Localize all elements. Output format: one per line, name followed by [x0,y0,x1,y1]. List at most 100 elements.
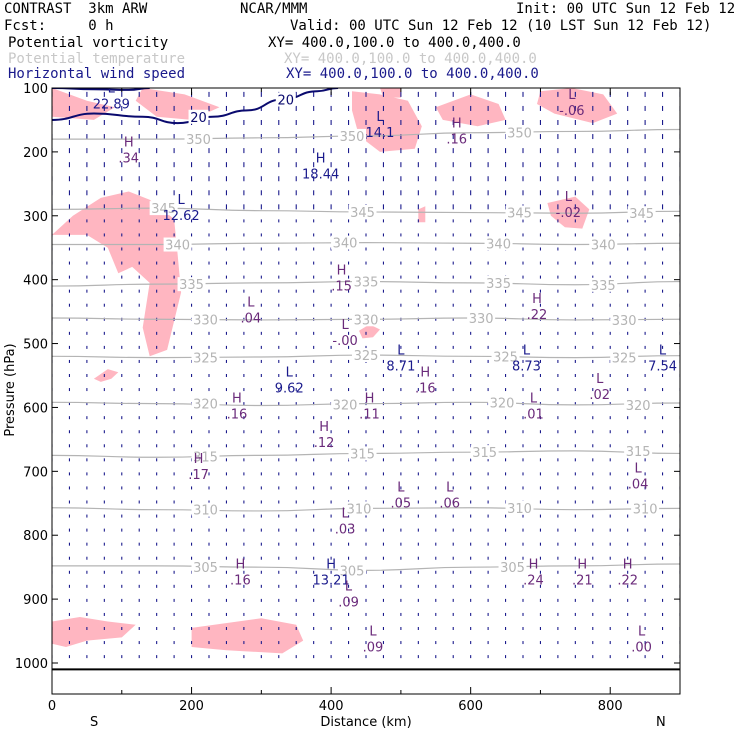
extremum-value: .03 [335,522,356,537]
pv-region-12 [191,618,304,654]
extremum-letter: L [659,343,667,358]
wind-label-bg [188,109,209,124]
extremum-value: -.02 [556,206,581,221]
extremum-letter: H [236,557,246,572]
theta-label-330: 330 [193,313,218,328]
extremum-value: .02 [589,388,610,403]
extremum-value: .34 [118,152,139,167]
end-label-left: S [90,715,98,730]
theta-label-bg [177,277,206,292]
theta-label-345: 345 [151,202,176,217]
extremum-value: .16 [230,573,251,588]
extremum-value: .22 [617,573,638,588]
extremum-value: .00 [631,640,652,655]
extremum-letter: L [568,88,576,103]
theta-label-330: 330 [354,313,379,328]
extremum-value: .16 [227,407,248,422]
theta-label-325: 325 [193,352,218,367]
extremum-letter: L [565,190,573,205]
theta-label-335: 335 [486,277,511,292]
theta-label-bg [505,205,534,220]
theta-label-bg [191,502,220,517]
extremum-letter: L [635,462,643,477]
extremum-value: -.00 [332,334,357,349]
x-tick-label: 800 [598,699,623,714]
extremum-value: .04 [241,311,262,326]
extremum-letter: H [319,420,329,435]
extremum-letter: L [345,580,353,595]
extremum-value: .16 [446,133,467,148]
theta-label-bg [484,236,513,251]
theta-label-bg [505,500,534,515]
theta-label-305: 305 [340,564,365,579]
extremum-letter: H [420,366,430,381]
y-tick-label: 900 [23,593,48,608]
theta-label-310: 310 [193,504,218,519]
extremum-value: .24 [523,573,544,588]
y-tick-label: 600 [23,401,48,416]
theta-label-325: 325 [354,349,379,364]
pv-region-2 [352,91,422,152]
theta-label-310: 310 [507,502,532,517]
theta-label-315: 315 [472,446,497,461]
theta-label-bg [627,206,656,221]
init-time: Init: 00 UTC Sun 12 Feb 12 [516,1,736,17]
theta-label-350: 350 [340,130,365,145]
pv-region-6 [52,191,182,357]
theta-contour-340 [52,242,680,246]
end-label-right: N [656,715,666,730]
legend-pv-label: Potential vorticity [8,35,169,51]
extremum-letter: L [638,624,646,639]
pv-region-7 [93,369,119,382]
theta-label-bg [338,128,367,143]
plot-frame [51,87,681,695]
extremum-value: 8.71 [386,359,415,374]
theta-contour-320 [52,401,680,407]
extremum-letter: H [124,136,134,151]
theta-label-bg [589,237,618,252]
legend-theta-xy: XY= 400.0,100.0 to 400.0,400.0 [284,51,537,67]
extremum-letter: H [452,117,462,132]
theta-label-340: 340 [165,239,190,254]
y-axis-label: Pressure (hPa) [3,343,18,436]
extremum-value: 22.89 [93,97,130,112]
extremum-letter: L [108,81,116,96]
pv-region-10 [359,324,380,339]
extremum-letter: L [286,366,294,381]
extremum-letter: H [316,152,326,167]
x-axis-label: Distance (km) [320,715,411,730]
extremum-value: 18.44 [302,168,339,183]
theta-label-305: 305 [500,561,525,576]
extremum-value: .17 [188,468,209,483]
extremum-value: .04 [628,478,649,493]
model-title: CONTRAST 3km ARW [4,1,148,17]
theta-label-bg [491,349,520,364]
theta-label-bg [467,311,496,325]
theta-label-325: 325 [493,350,518,365]
extremum-value: .11 [359,407,380,422]
theta-label-335: 335 [354,276,379,291]
wind-contour-label: 20 [190,111,207,126]
theta-label-315: 315 [193,451,218,466]
wind-contour-label: 20 [277,94,294,109]
theta-label-350: 350 [507,127,532,142]
extremum-letter: L [247,295,255,310]
theta-label-bg [631,501,660,516]
extremum-value: .09 [338,596,359,611]
theta-label-bg [610,312,639,327]
theta-label-bg [191,560,220,575]
legend-pv-xy: XY= 400.0,100.0 to 400.0,400.0 [268,35,521,51]
y-tick-label: 1000 [15,657,48,672]
extremum-letter: H [529,557,539,572]
pv-region-4 [537,88,618,124]
extremum-letter: L [397,343,405,358]
extremum-value: 13.21 [313,573,350,588]
y-tick-label: 100 [23,82,48,97]
extremum-letter: H [337,263,347,278]
extremum-value: .16 [415,382,436,397]
theta-label-bg [610,350,639,365]
theta-label-bg [331,397,360,412]
extremum-value: 9.62 [275,382,304,397]
